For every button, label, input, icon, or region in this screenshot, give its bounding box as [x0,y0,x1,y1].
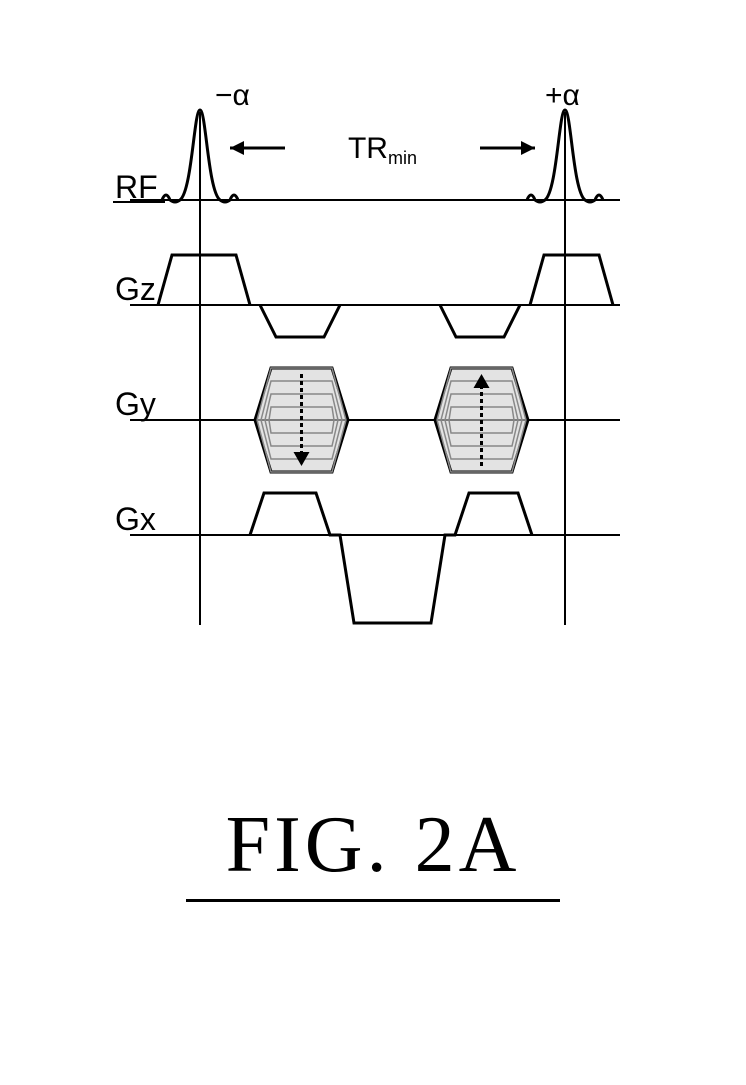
pos-alpha-label: +α [545,79,580,112]
figure-caption: FIG. 2A [0,800,746,902]
caption-text: FIG. 2A [186,800,561,902]
trmin-label: TRmin [348,132,417,168]
gx-label: Gx [115,501,156,537]
gy-label: Gy [115,386,156,422]
neg-alpha-label: −α [215,79,250,112]
pulse-diagram: RF −α +α TRmin Gz Gy Gx [100,70,640,670]
diagram-svg: RF −α +α TRmin Gz Gy Gx [100,70,640,670]
gz-label: Gz [115,271,156,307]
rf-label: RF [115,169,158,205]
